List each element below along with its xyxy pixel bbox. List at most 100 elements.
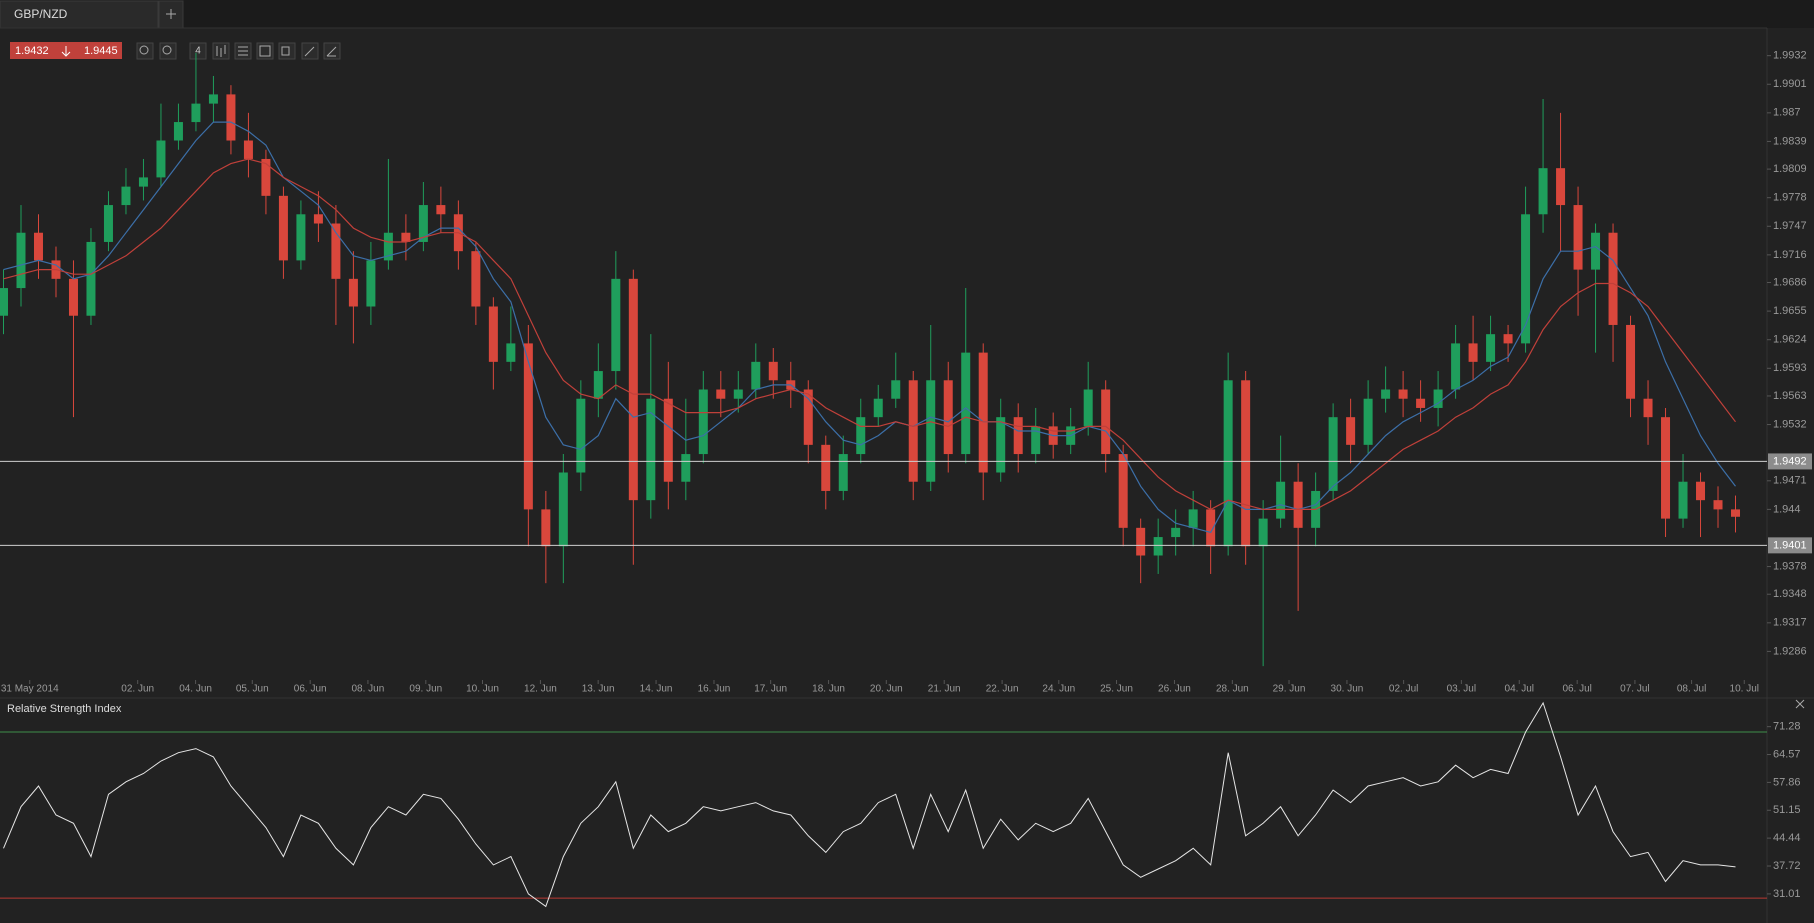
candle-body: [278, 195, 288, 261]
copy-button[interactable]: [278, 42, 296, 60]
candle-body: [978, 352, 988, 473]
candle-body: [628, 278, 638, 501]
candle-body: [541, 509, 551, 547]
draw-button[interactable]: [301, 42, 319, 60]
candle-body: [1258, 518, 1268, 547]
candle-body: [1381, 389, 1391, 399]
x-tick-label: 25. Jun: [1100, 684, 1133, 695]
candle-body: [1556, 168, 1566, 206]
candle-body: [156, 140, 166, 178]
candle-body: [996, 417, 1006, 473]
x-tick-label: 18. Jun: [812, 684, 845, 695]
candle-body: [1083, 389, 1093, 427]
ask-price: 1.9445: [84, 45, 118, 57]
x-tick-label: 04. Jun: [179, 684, 212, 695]
x-tick-label: 28. Jun: [1216, 684, 1249, 695]
toolbar: 4: [136, 42, 341, 60]
x-tick-label: 08. Jun: [352, 684, 385, 695]
y-tick-label: 1.9901: [1773, 78, 1807, 90]
button-bg: [189, 42, 207, 60]
candle-body: [1188, 509, 1198, 528]
candle-body: [1206, 509, 1216, 547]
candle-body: [121, 186, 131, 206]
candle-body: [173, 122, 183, 141]
candle-body: [1223, 380, 1233, 547]
candle-body: [191, 103, 201, 123]
y-tick-label: 1.9563: [1773, 390, 1807, 402]
candle-body: [16, 232, 26, 289]
candle-body: [576, 398, 586, 473]
x-tick-label: 06. Jun: [294, 684, 327, 695]
x-tick-label: 29. Jun: [1273, 684, 1306, 695]
y-tick-label: 1.9686: [1773, 276, 1807, 288]
candle-body: [1241, 380, 1251, 547]
box-icon: [259, 45, 271, 57]
candle-body: [471, 251, 481, 307]
template-button[interactable]: [256, 42, 274, 60]
rsi-line: [3, 701, 1736, 908]
copy-icon: [281, 46, 290, 56]
edit-button[interactable]: [323, 42, 341, 60]
y-tick-label: 1.9471: [1773, 475, 1807, 487]
button-bg: [159, 42, 177, 60]
y-tick-label: 1.9593: [1773, 362, 1807, 374]
add-tab-button[interactable]: [158, 0, 184, 29]
candle-body: [506, 343, 516, 362]
x-tick-label: 24. Jun: [1042, 684, 1075, 695]
candle-body: [383, 232, 393, 261]
candle-body: [138, 177, 148, 187]
period-button[interactable]: 4: [189, 42, 207, 60]
candle-body: [296, 214, 306, 261]
y-tick-label: 37.72: [1773, 860, 1801, 872]
y-tick-label: 1.9716: [1773, 249, 1807, 261]
x-tick-label: 03. Jul: [1447, 684, 1476, 695]
candle-body: [208, 94, 218, 104]
candle-body: [926, 380, 936, 482]
x-tick-label: 22. Jun: [986, 684, 1019, 695]
button-bg: [136, 42, 154, 60]
quote-box[interactable]: 1.9432 1.9445: [10, 42, 122, 59]
candle-body: [1153, 537, 1163, 556]
candle-body: [1328, 417, 1338, 491]
zoom-in[interactable]: [136, 42, 154, 60]
candle-body: [891, 380, 901, 399]
x-tick-label: 07. Jul: [1620, 684, 1649, 695]
list-icon: [238, 46, 248, 56]
candle-body: [1486, 334, 1496, 362]
x-tick-label: 16. Jun: [698, 684, 731, 695]
candle-body: [348, 278, 358, 307]
x-tick-label: 13. Jun: [582, 684, 615, 695]
chart-type-button[interactable]: [212, 42, 230, 60]
x-tick-label: 06. Jul: [1562, 684, 1591, 695]
button-bg: [256, 42, 274, 60]
close-panel-button[interactable]: [1795, 699, 1805, 709]
candle-body: [68, 278, 78, 316]
candle-body: [1346, 417, 1356, 445]
zoom-icon: [162, 45, 172, 55]
zoom-icon: [139, 45, 149, 55]
y-tick-label: 1.9286: [1773, 645, 1807, 657]
candle-body: [33, 232, 43, 261]
y-tick-label: 1.9317: [1773, 617, 1807, 629]
candle-body: [1678, 481, 1688, 519]
indicators-button[interactable]: [234, 42, 252, 60]
y-tick-label: 57.86: [1773, 776, 1801, 788]
candle-body: [1433, 389, 1443, 408]
moving-average: [3, 158, 1736, 511]
y-tick-label: 71.28: [1773, 721, 1801, 733]
candle-body: [1276, 481, 1286, 519]
x-tick-label: 10. Jul: [1730, 684, 1759, 695]
candles: [0, 52, 1741, 667]
candle-body: [0, 288, 8, 316]
tab[interactable]: [0, 0, 159, 29]
zoom-out[interactable]: [159, 42, 177, 60]
y-tick-label: 1.944: [1773, 503, 1801, 515]
button-bg: [278, 42, 296, 60]
candle-body: [523, 343, 533, 510]
candle-body: [1293, 481, 1303, 528]
candle-body: [611, 278, 621, 372]
y-tick-label: 51.15: [1773, 804, 1801, 816]
candle-body: [873, 398, 883, 418]
candle-body: [821, 444, 831, 491]
